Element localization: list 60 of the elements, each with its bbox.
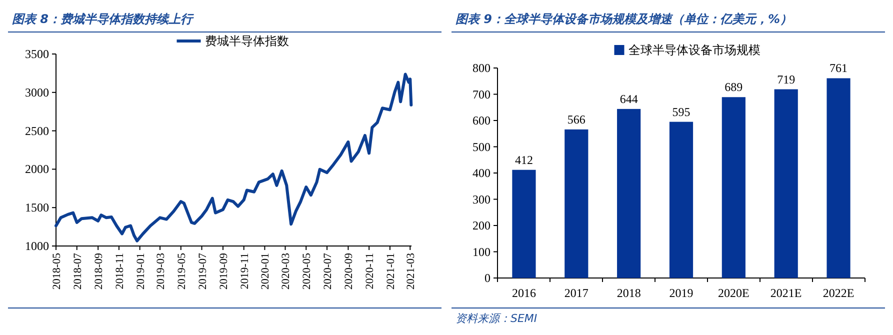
x-tick-label: 2019-09	[218, 252, 230, 290]
bar	[564, 129, 588, 278]
data-label: 412	[514, 152, 533, 167]
data-label: 689	[724, 80, 743, 94]
y-tick-label: 100	[472, 244, 490, 259]
data-label: 719	[777, 72, 796, 86]
bar	[669, 122, 694, 278]
x-tick-label: 2018-11	[114, 253, 126, 290]
x-tick-label: 2018-09	[93, 252, 106, 290]
x-tick-label: 2019-11	[238, 253, 251, 290]
x-tick-label: 2016	[512, 286, 536, 300]
x-tick-label: 2018-07	[72, 252, 84, 290]
text: 资料来源：SEMI	[456, 312, 538, 325]
x-tick-label: 2020-03	[280, 252, 292, 290]
y-tick-label: 300	[472, 192, 490, 206]
bar	[774, 89, 798, 278]
data-label: 595	[672, 104, 690, 119]
data-label: 566	[567, 112, 586, 126]
bar	[826, 78, 850, 278]
x-tick-label: 2020-05	[301, 252, 314, 290]
x-tick-label: 2019-01	[134, 253, 147, 290]
chart-title: 图表 8：费城半导体指数持续上行	[12, 12, 195, 26]
y-tick-label: 0	[484, 271, 490, 285]
x-tick-label: 2021-01	[384, 253, 397, 290]
y-tick-label: 500	[472, 140, 490, 154]
y-tick-label: 2000	[25, 162, 49, 176]
y-tick-label: 3500	[25, 47, 49, 61]
x-tick-label: 2017	[564, 286, 588, 300]
x-tick-label: 2019-05	[176, 252, 188, 290]
y-tick-label: 700	[472, 87, 490, 102]
y-tick-label: 1000	[25, 239, 49, 253]
line-series	[54, 72, 413, 242]
x-tick-label: 2019-03	[155, 252, 168, 290]
data-label: 644	[620, 92, 638, 106]
bar	[617, 108, 641, 278]
y-tick-label: 600	[472, 114, 490, 128]
chart-title: 图表 9：全球半导体设备市场规模及增速（单位：亿美元，%）	[456, 12, 792, 26]
legend-label: 费城半导体指数	[204, 34, 289, 48]
x-tick-label: 2020-01	[260, 253, 272, 290]
x-tick-label: 2021-03	[405, 252, 418, 290]
data-label: 761	[830, 61, 848, 76]
x-tick-label: 2018	[616, 286, 641, 300]
x-tick-label: 2018-05	[51, 252, 63, 290]
y-tick-label: 200	[472, 218, 490, 232]
bar	[512, 170, 536, 278]
x-tick-label: 2020-09	[343, 252, 356, 290]
y-tick-label: 1500	[25, 200, 49, 215]
y-tick-label: 800	[472, 61, 490, 75]
x-tick-label: 2020-07	[322, 252, 334, 290]
y-tick-label: 400	[472, 166, 490, 180]
bar	[722, 97, 746, 278]
y-tick-label: 2500	[25, 124, 49, 138]
x-tick-label: 2019-07	[196, 252, 209, 290]
y-tick-label: 3000	[25, 85, 49, 100]
x-tick-label: 2021E	[770, 286, 802, 300]
x-tick-label: 2020E	[718, 286, 750, 300]
legend-label: 全球半导体设备市场规模	[628, 43, 760, 57]
x-tick-label: 2020-11	[364, 253, 376, 290]
x-tick-label: 2022E	[822, 286, 854, 300]
x-tick-label: 2019	[669, 286, 694, 300]
